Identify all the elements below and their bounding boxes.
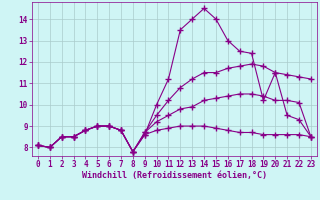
X-axis label: Windchill (Refroidissement éolien,°C): Windchill (Refroidissement éolien,°C) — [82, 171, 267, 180]
